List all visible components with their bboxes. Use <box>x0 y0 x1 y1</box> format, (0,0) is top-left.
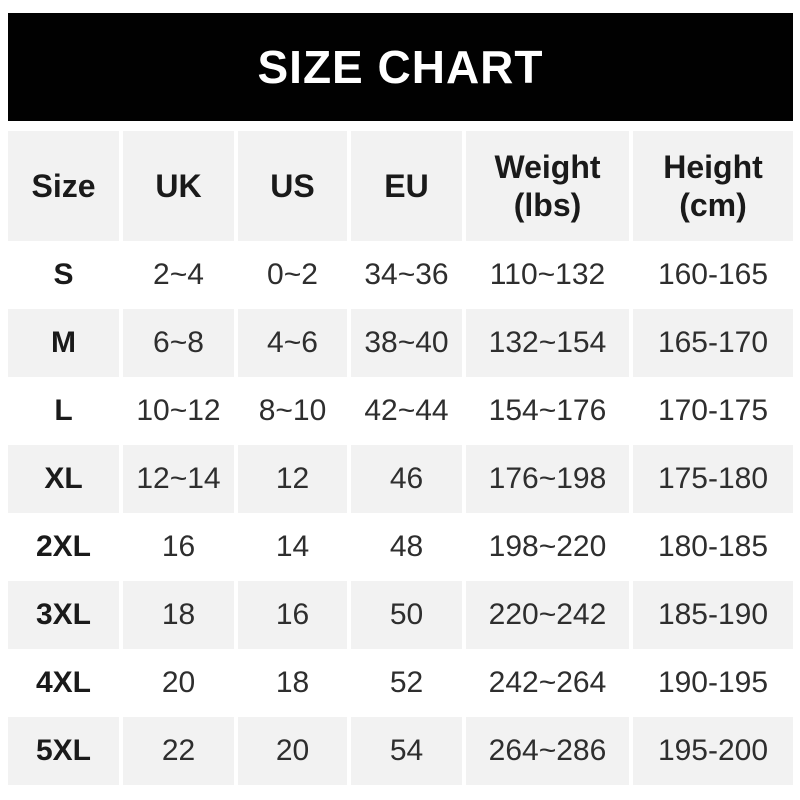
cell-size: 5XL <box>8 717 119 785</box>
cell-uk: 10~12 <box>123 377 234 445</box>
cell-us: 4~6 <box>238 309 347 377</box>
cell-us: 14 <box>238 513 347 581</box>
cell-eu: 38~40 <box>351 309 462 377</box>
cell-weight: 110~132 <box>466 241 629 309</box>
cell-size: M <box>8 309 119 377</box>
cell-size: 2XL <box>8 513 119 581</box>
table-row-l: L 10~12 8~10 42~44 154~176 170-175 <box>8 377 793 445</box>
cell-size: L <box>8 377 119 445</box>
cell-weight: 132~154 <box>466 309 629 377</box>
cell-height: 195-200 <box>633 717 793 785</box>
cell-weight: 264~286 <box>466 717 629 785</box>
cell-height: 160-165 <box>633 241 793 309</box>
table-row-4xl: 4XL 20 18 52 242~264 190-195 <box>8 649 793 717</box>
table-header-row: Size UK US EU Weight (lbs) Height (cm) <box>8 131 793 241</box>
cell-uk: 18 <box>123 581 234 649</box>
column-header-label: UK <box>155 167 202 204</box>
cell-size: 3XL <box>8 581 119 649</box>
table-row-5xl: 5XL 22 20 54 264~286 195-200 <box>8 717 793 785</box>
table-row-3xl: 3XL 18 16 50 220~242 185-190 <box>8 581 793 649</box>
cell-uk: 22 <box>123 717 234 785</box>
page-title: SIZE CHART <box>257 41 544 93</box>
cell-eu: 52 <box>351 649 462 717</box>
cell-height: 165-170 <box>633 309 793 377</box>
cell-eu: 48 <box>351 513 462 581</box>
cell-height: 190-195 <box>633 649 793 717</box>
column-header-label: Height <box>663 148 763 185</box>
cell-size: 4XL <box>8 649 119 717</box>
cell-height: 170-175 <box>633 377 793 445</box>
column-header-weight: Weight (lbs) <box>466 131 629 241</box>
column-header-size: Size <box>8 131 119 241</box>
column-header-sublabel: (cm) <box>679 187 747 223</box>
column-header-height: Height (cm) <box>633 131 793 241</box>
size-chart-table: Size UK US EU Weight (lbs) Height (cm) <box>8 131 793 785</box>
cell-height: 185-190 <box>633 581 793 649</box>
cell-eu: 46 <box>351 445 462 513</box>
cell-uk: 20 <box>123 649 234 717</box>
table-row-2xl: 2XL 16 14 48 198~220 180-185 <box>8 513 793 581</box>
column-header-uk: UK <box>123 131 234 241</box>
cell-weight: 242~264 <box>466 649 629 717</box>
column-header-us: US <box>238 131 347 241</box>
cell-size: S <box>8 241 119 309</box>
cell-eu: 50 <box>351 581 462 649</box>
cell-us: 12 <box>238 445 347 513</box>
cell-uk: 12~14 <box>123 445 234 513</box>
column-header-eu: EU <box>351 131 462 241</box>
cell-height: 175-180 <box>633 445 793 513</box>
cell-uk: 16 <box>123 513 234 581</box>
cell-us: 8~10 <box>238 377 347 445</box>
cell-us: 18 <box>238 649 347 717</box>
cell-weight: 198~220 <box>466 513 629 581</box>
cell-eu: 34~36 <box>351 241 462 309</box>
cell-us: 20 <box>238 717 347 785</box>
table-row-s: S 2~4 0~2 34~36 110~132 160-165 <box>8 241 793 309</box>
cell-us: 16 <box>238 581 347 649</box>
cell-eu: 42~44 <box>351 377 462 445</box>
cell-eu: 54 <box>351 717 462 785</box>
column-header-sublabel: (lbs) <box>513 187 582 223</box>
title-banner: SIZE CHART <box>8 13 793 121</box>
cell-uk: 6~8 <box>123 309 234 377</box>
column-header-label: Weight <box>494 148 601 185</box>
column-header-label: Size <box>31 167 96 204</box>
cell-weight: 176~198 <box>466 445 629 513</box>
cell-us: 0~2 <box>238 241 347 309</box>
column-header-label: EU <box>384 167 429 204</box>
column-header-label: US <box>270 167 315 204</box>
cell-height: 180-185 <box>633 513 793 581</box>
table-row-xl: XL 12~14 12 46 176~198 175-180 <box>8 445 793 513</box>
cell-size: XL <box>8 445 119 513</box>
cell-weight: 154~176 <box>466 377 629 445</box>
cell-weight: 220~242 <box>466 581 629 649</box>
table-row-m: M 6~8 4~6 38~40 132~154 165-170 <box>8 309 793 377</box>
cell-uk: 2~4 <box>123 241 234 309</box>
